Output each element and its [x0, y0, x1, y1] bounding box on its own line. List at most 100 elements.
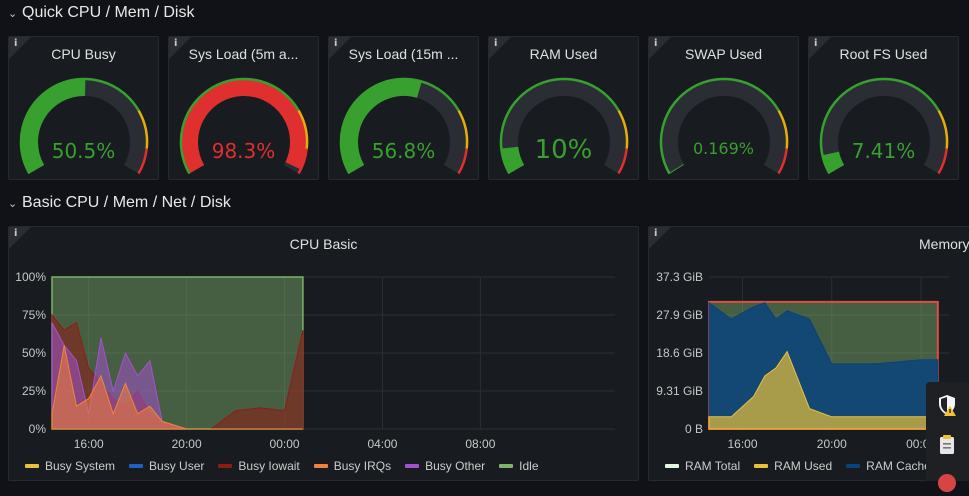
x-tick-label: 16:00	[74, 437, 104, 451]
gauge-threshold-yellow	[617, 109, 629, 149]
legend-item[interactable]: Busy Other	[405, 459, 485, 473]
memory-chart[interactable]: 37.3 GiB 27.9 GiB 18.6 GiB 9.31 GiB 0 B 16:00…	[649, 227, 969, 457]
gauge-fill	[500, 146, 525, 175]
gauge-fill	[821, 151, 845, 175]
legend-label: Busy Other	[425, 459, 486, 473]
series-busy-irqs	[51, 345, 303, 430]
gauge-threshold-red	[617, 148, 628, 175]
legend-item[interactable]: Idle	[499, 459, 539, 473]
legend-swatch	[25, 464, 39, 468]
gauge-value: 50.5%	[51, 139, 116, 163]
legend-item[interactable]: Busy User	[129, 459, 204, 473]
legend-item[interactable]: Busy IRQs	[313, 459, 392, 473]
gauge-track	[660, 77, 788, 174]
x-tick-label: 04:00	[367, 437, 397, 451]
shield-warning-icon[interactable]	[934, 392, 960, 418]
gauge-threshold-green	[659, 77, 780, 175]
record-icon[interactable]	[934, 470, 960, 496]
gauge-panel[interactable]: i Sys Load (5m a... 98.3%	[168, 36, 319, 180]
legend-swatch	[129, 464, 144, 468]
gauge-threshold-red	[937, 148, 948, 175]
panel-title: Root FS Used	[839, 46, 928, 62]
legend-item[interactable]: RAM Total	[665, 459, 740, 473]
gauge-value: 98.3%	[211, 139, 276, 163]
gauge-threshold-yellow	[777, 109, 789, 149]
memory-panel[interactable]: i Memory 37.3 GiB 27.9 GiB 18.6 GiB 9.31 Gi…	[648, 226, 969, 481]
clipboard-icon[interactable]	[934, 432, 960, 458]
gauge-threshold-green	[339, 77, 460, 175]
gauge-panel[interactable]: i Sys Load (15m ... 56.8%	[328, 36, 479, 180]
floating-toolbar	[926, 382, 969, 492]
y-tick-label: 27.9 GiB	[656, 308, 703, 322]
legend-item[interactable]: RAM Cache	[846, 459, 931, 473]
legend-label: Busy User	[149, 459, 205, 473]
y-tick-label: 100%	[15, 270, 46, 284]
panel-info-corner[interactable]	[489, 37, 511, 59]
legend-item[interactable]: RAM Used	[754, 459, 832, 473]
panel-info-corner[interactable]	[169, 37, 191, 59]
panel-info-corner[interactable]	[649, 227, 671, 249]
gauge-threshold-green	[19, 77, 140, 175]
info-icon: i	[14, 38, 18, 49]
info-icon: i	[14, 228, 18, 239]
row-title: Basic CPU / Mem / Net / Disk	[22, 194, 231, 211]
y-tick-label: 37.3 GiB	[656, 270, 703, 284]
x-tick-label: 00:00	[270, 437, 300, 451]
legend-label: RAM Cache	[866, 459, 931, 473]
gauge-dial	[339, 77, 469, 175]
y-tick-label: 0 B	[685, 422, 703, 436]
cpu-chart[interactable]: 100% 75% 50% 25% 0% 16:00 20:00 00:00 04:00 08:00	[9, 227, 639, 457]
gauge-threshold-green	[179, 77, 300, 175]
gauge-panel[interactable]: i Root FS Used 7.41%	[808, 36, 959, 180]
gauge-panel[interactable]: i SWAP Used 0.169%	[648, 36, 799, 180]
legend-label: Idle	[519, 459, 539, 473]
chevron-down-icon: ⌄	[8, 7, 18, 20]
chevron-down-icon: ⌄	[8, 197, 18, 210]
gauge-value: 7.41%	[851, 139, 916, 163]
legend-label: RAM Total	[685, 459, 741, 473]
gauge-threshold-yellow	[137, 109, 149, 149]
gauge-dial	[659, 77, 789, 175]
chart-legend: RAM Total RAM Used RAM Cache	[665, 459, 931, 473]
legend-label: RAM Used	[774, 459, 833, 473]
legend-item[interactable]: Busy System	[25, 459, 115, 473]
gauge-threshold-green	[499, 77, 620, 175]
gauge-fill	[340, 78, 423, 174]
panel-info-corner[interactable]	[9, 37, 31, 59]
legend-swatch	[313, 464, 328, 468]
y-tick-label: 75%	[22, 308, 46, 322]
gauge-panel[interactable]: i CPU Busy 50.5%	[8, 36, 159, 180]
gauge-track	[820, 77, 948, 174]
x-tick-label: 16:00	[727, 437, 757, 451]
gauge-value: 0.169%	[692, 139, 754, 158]
gauge-dial	[819, 77, 949, 175]
cpu-basic-panel[interactable]: i CPU Basic 100% 75% 50% 25% 0% 16:00 20:00 00:…	[8, 226, 639, 481]
panel-title: Sys Load (5m a...	[188, 46, 299, 62]
panel-info-corner[interactable]	[809, 37, 831, 59]
gauge-threshold-yellow	[457, 109, 469, 149]
row-header-quick[interactable]: ⌄ Quick CPU / Mem / Disk	[8, 4, 194, 22]
gauge-threshold-red	[457, 148, 468, 175]
legend-label: Busy IRQs	[333, 459, 392, 473]
gauge-panel[interactable]: i RAM Used 10%	[488, 36, 639, 180]
legend-swatch	[665, 464, 679, 468]
info-icon: i	[174, 38, 178, 49]
y-tick-label: 9.31 GiB	[656, 384, 703, 398]
row-header-basic[interactable]: ⌄ Basic CPU / Mem / Net / Disk	[8, 194, 231, 212]
panel-info-corner[interactable]	[649, 37, 671, 59]
gauge-threshold-red	[777, 148, 788, 175]
legend-label: Busy Iowait	[238, 459, 300, 473]
gauge-threshold-yellow	[297, 109, 309, 149]
gauge-value: 56.8%	[371, 139, 436, 163]
info-icon: i	[334, 38, 338, 49]
gauge-threshold-green	[819, 77, 940, 175]
legend-swatch	[499, 464, 514, 468]
gauge-threshold-red	[137, 148, 148, 175]
legend-item[interactable]: Busy Iowait	[218, 459, 300, 473]
panel-info-corner[interactable]	[9, 227, 31, 249]
info-icon: i	[654, 228, 658, 239]
y-tick-label: 50%	[22, 346, 46, 360]
panel-info-corner[interactable]	[329, 37, 351, 59]
y-tick-label: 0%	[29, 422, 47, 436]
x-tick-label: 20:00	[817, 437, 847, 451]
